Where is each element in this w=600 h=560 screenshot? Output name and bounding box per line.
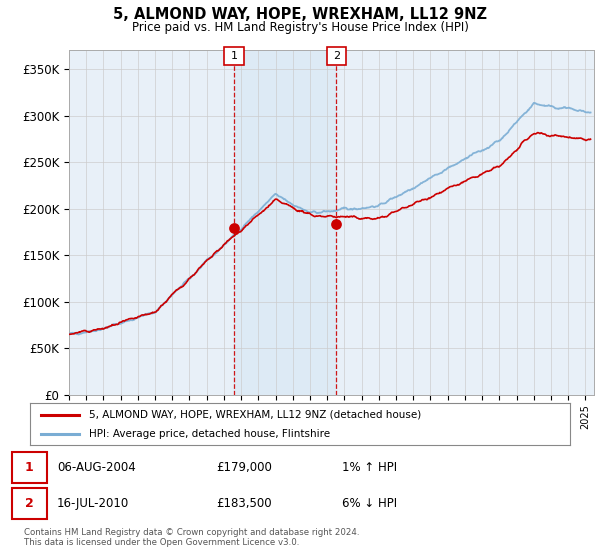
FancyBboxPatch shape	[12, 452, 47, 483]
Text: 6% ↓ HPI: 6% ↓ HPI	[342, 497, 397, 511]
Text: 2: 2	[333, 51, 340, 61]
Text: 1: 1	[230, 51, 238, 61]
Text: 16-JUL-2010: 16-JUL-2010	[57, 497, 129, 511]
FancyBboxPatch shape	[12, 488, 47, 520]
Text: 1% ↑ HPI: 1% ↑ HPI	[342, 461, 397, 474]
Point	[332, 220, 341, 228]
Text: 5, ALMOND WAY, HOPE, WREXHAM, LL12 9NZ (detached house): 5, ALMOND WAY, HOPE, WREXHAM, LL12 9NZ (…	[89, 409, 422, 419]
Text: 1: 1	[25, 461, 34, 474]
Text: HPI: Average price, detached house, Flintshire: HPI: Average price, detached house, Flin…	[89, 429, 331, 439]
Point	[229, 223, 239, 232]
Text: £179,000: £179,000	[216, 461, 272, 474]
Text: Contains HM Land Registry data © Crown copyright and database right 2024.
This d: Contains HM Land Registry data © Crown c…	[24, 528, 359, 547]
Bar	[234, 50, 337, 395]
Text: £183,500: £183,500	[216, 497, 272, 511]
Text: 5, ALMOND WAY, HOPE, WREXHAM, LL12 9NZ: 5, ALMOND WAY, HOPE, WREXHAM, LL12 9NZ	[113, 7, 487, 22]
Text: 06-AUG-2004: 06-AUG-2004	[57, 461, 136, 474]
Text: 2: 2	[25, 497, 34, 511]
Text: Price paid vs. HM Land Registry's House Price Index (HPI): Price paid vs. HM Land Registry's House …	[131, 21, 469, 34]
